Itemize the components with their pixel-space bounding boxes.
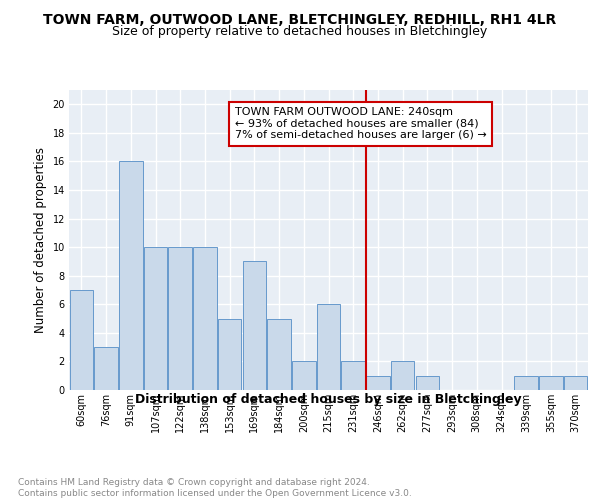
Bar [193, 247, 217, 390]
Bar [391, 362, 415, 390]
Bar [564, 376, 587, 390]
Text: Contains HM Land Registry data © Crown copyright and database right 2024.
Contai: Contains HM Land Registry data © Crown c… [18, 478, 412, 498]
Bar [119, 162, 143, 390]
Bar [341, 362, 365, 390]
Bar [218, 318, 241, 390]
Y-axis label: Number of detached properties: Number of detached properties [34, 147, 47, 333]
Bar [169, 247, 192, 390]
Bar [317, 304, 340, 390]
Bar [292, 362, 316, 390]
Bar [416, 376, 439, 390]
Text: Distribution of detached houses by size in Bletchingley: Distribution of detached houses by size … [136, 392, 522, 406]
Bar [539, 376, 563, 390]
Text: Size of property relative to detached houses in Bletchingley: Size of property relative to detached ho… [112, 25, 488, 38]
Bar [242, 262, 266, 390]
Bar [514, 376, 538, 390]
Bar [94, 347, 118, 390]
Bar [144, 247, 167, 390]
Bar [268, 318, 291, 390]
Bar [70, 290, 93, 390]
Text: TOWN FARM OUTWOOD LANE: 240sqm
← 93% of detached houses are smaller (84)
7% of s: TOWN FARM OUTWOOD LANE: 240sqm ← 93% of … [235, 107, 487, 140]
Text: TOWN FARM, OUTWOOD LANE, BLETCHINGLEY, REDHILL, RH1 4LR: TOWN FARM, OUTWOOD LANE, BLETCHINGLEY, R… [43, 12, 557, 26]
Bar [366, 376, 389, 390]
